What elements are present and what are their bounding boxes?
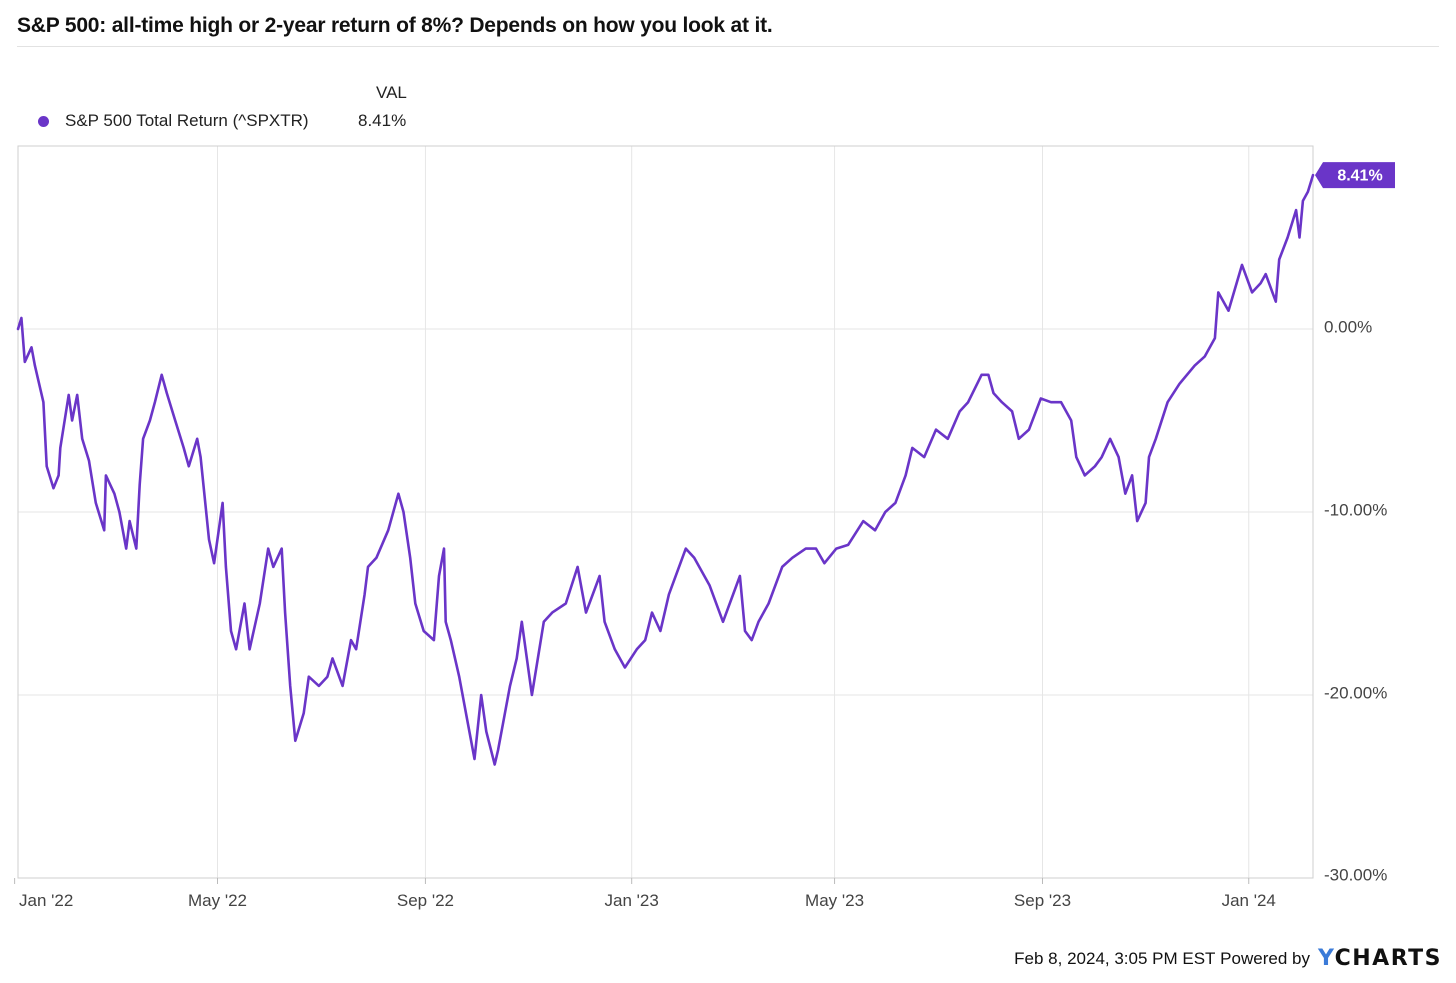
footer: Feb 8, 2024, 3:05 PM EST Powered by YCHA… bbox=[1014, 946, 1442, 971]
legend-column-header: VAL bbox=[376, 83, 407, 102]
end-value-badge-label: 8.41% bbox=[1337, 167, 1382, 184]
title-divider bbox=[17, 46, 1439, 47]
page-title: S&P 500: all-time high or 2-year return … bbox=[17, 14, 773, 37]
y-axis: 0.00% -10.00% -20.00% -30.00% bbox=[1324, 317, 1387, 884]
footer-powered-by: Powered by bbox=[1220, 948, 1310, 968]
x-tick-label: Sep '23 bbox=[1014, 891, 1071, 910]
x-tick-label: Jan '23 bbox=[605, 891, 659, 910]
x-tick-label: Jan '22 bbox=[19, 891, 73, 910]
y-tick-label: 0.00% bbox=[1324, 317, 1372, 336]
series-line bbox=[16, 173, 1315, 766]
footer-timestamp: Feb 8, 2024, 3:05 PM EST bbox=[1014, 948, 1216, 968]
x-tick-label: Jan '24 bbox=[1222, 891, 1276, 910]
x-tick-label: May '23 bbox=[805, 891, 864, 910]
y-tick-label: -30.00% bbox=[1324, 865, 1387, 884]
x-tick-label: Sep '22 bbox=[397, 891, 454, 910]
series-layer bbox=[16, 173, 1315, 766]
legend-series-label: S&P 500 Total Return (^SPXTR) bbox=[65, 111, 309, 130]
x-axis: Jan '22 May '22 Sep '22 Jan '23 May '23 Sep '… bbox=[14, 878, 1276, 910]
x-tick-label: May '22 bbox=[188, 891, 247, 910]
legend-series-dot-icon bbox=[38, 115, 49, 127]
chart-grid bbox=[18, 146, 1313, 878]
ycharts-logo[interactable]: YCHARTS bbox=[1317, 946, 1442, 971]
end-value-badge-shape bbox=[1315, 162, 1395, 189]
y-tick-label: -20.00% bbox=[1324, 683, 1387, 702]
legend-item[interactable]: S&P 500 Total Return (^SPXTR) bbox=[38, 111, 309, 131]
y-tick-label: -10.00% bbox=[1324, 500, 1387, 519]
end-value-badge: 8.41% bbox=[1315, 162, 1395, 189]
legend-series-value: 8.41% bbox=[358, 111, 407, 130]
plot-area-frame bbox=[17, 145, 1314, 879]
